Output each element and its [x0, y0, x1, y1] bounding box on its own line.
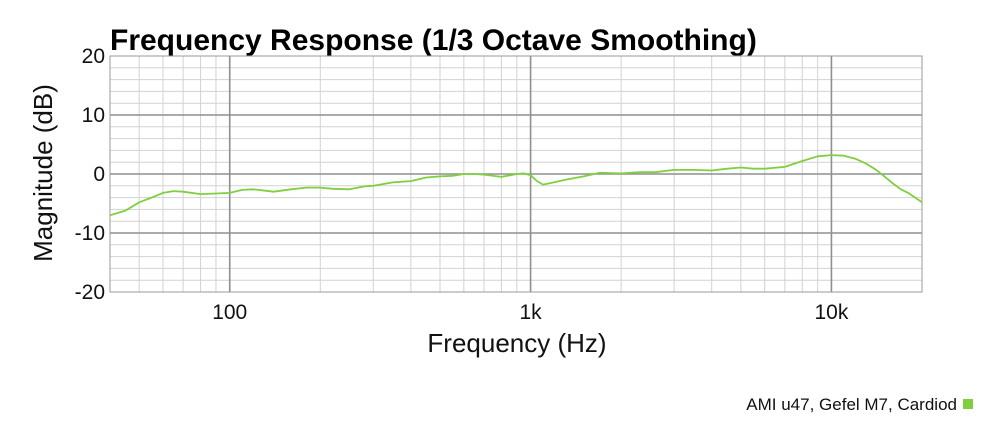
x-tick-label: 100	[212, 301, 247, 324]
y-tick-label: 20	[82, 45, 105, 68]
y-tick-label: -20	[75, 281, 105, 304]
legend: AMI u47, Gefel M7, Cardiod	[746, 395, 973, 414]
y-tick-label: -10	[75, 222, 105, 245]
plot-frame	[109, 55, 923, 293]
x-tick-label: 1k	[519, 301, 542, 324]
major-gridlines	[110, 56, 922, 292]
x-tick-label: 10k	[815, 301, 849, 324]
y-axis-label: Magnitude (dB)	[28, 84, 58, 262]
series-line	[109, 154, 923, 217]
x-tick-labels: 100 1k 10k	[212, 301, 849, 324]
legend-swatch	[963, 399, 973, 409]
y-tick-label: 10	[82, 104, 105, 127]
legend-label: AMI u47, Gefel M7, Cardiod	[746, 395, 957, 414]
x-axis-label: Frequency (Hz)	[427, 328, 606, 358]
y-tick-label: 0	[93, 163, 105, 186]
chart-title: Frequency Response (1/3 Octave Smoothing…	[110, 24, 757, 57]
y-tick-labels: 20 10 0 -10 -20	[75, 45, 105, 304]
